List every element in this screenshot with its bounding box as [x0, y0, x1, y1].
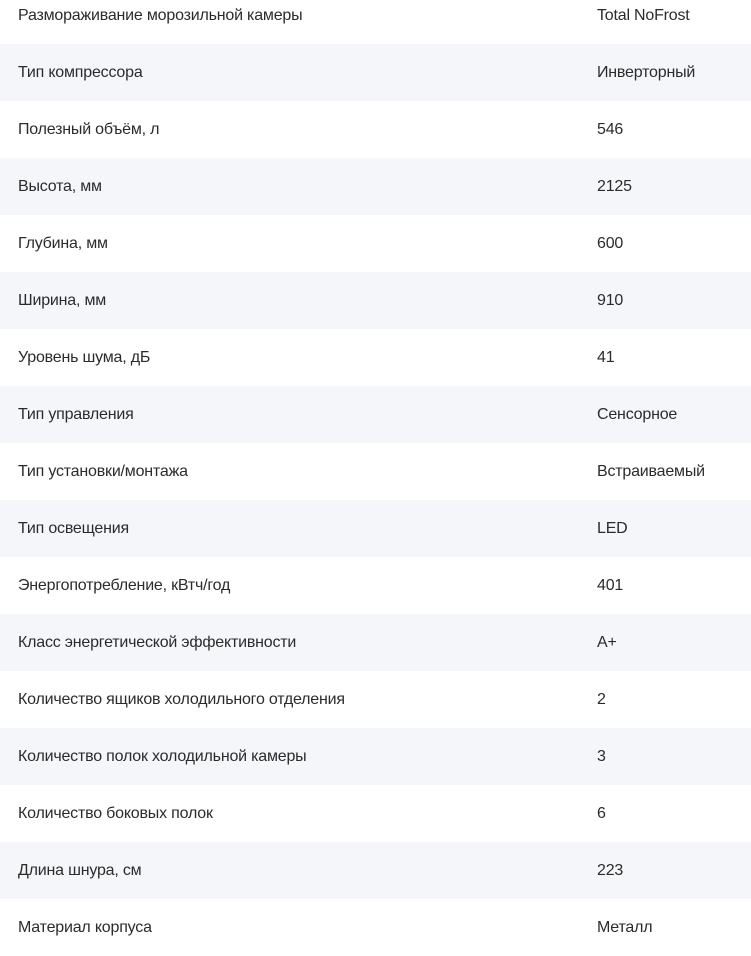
spec-row: Размораживание морозильной камеры Total N…	[0, 0, 751, 44]
spec-value: 223	[597, 861, 624, 879]
spec-value: Металл	[597, 918, 653, 936]
spec-label: Количество полок холодильной камеры	[18, 747, 307, 765]
spec-value: Сенсорное	[597, 405, 678, 423]
spec-row: Уровень шума, дБ 41	[0, 329, 751, 386]
spec-label: Тип освещения	[18, 519, 129, 537]
spec-row: Энергопотребление, кВтч/год 401	[0, 557, 751, 614]
spec-value: 910	[597, 291, 624, 309]
spec-value: 2	[597, 690, 606, 708]
spec-value: 600	[597, 234, 624, 252]
spec-label: Глубина, мм	[18, 234, 108, 252]
spec-row: Количество ящиков холодильного отделения…	[0, 671, 751, 728]
spec-value: 3	[597, 747, 606, 765]
spec-label: Класс энергетической эффективности	[18, 633, 297, 651]
spec-label: Количество ящиков холодильного отделения	[18, 690, 345, 708]
spec-row: Тип компрессора Инверторный	[0, 44, 751, 101]
spec-value: A+	[597, 633, 617, 651]
spec-value: Total NoFrost	[597, 6, 690, 24]
spec-value: 546	[597, 120, 624, 138]
spec-row: Глубина, мм 600	[0, 215, 751, 272]
spec-label: Тип управления	[18, 405, 134, 423]
spec-label: Тип компрессора	[18, 63, 143, 81]
spec-label: Ширина, мм	[18, 291, 107, 309]
spec-row: Количество боковых полок 6	[0, 785, 751, 842]
spec-row: Длина шнура, см 223	[0, 842, 751, 899]
spec-value: 401	[597, 576, 624, 594]
spec-row: Высота, мм 2125	[0, 158, 751, 215]
spec-row: Полезный объём, л 546	[0, 101, 751, 158]
spec-value: Инверторный	[597, 63, 696, 81]
spec-row: Класс энергетической эффективности A+	[0, 614, 751, 671]
spec-row: Материал корпуса Металл	[0, 899, 751, 956]
spec-row: Ширина, мм 910	[0, 272, 751, 329]
spec-value: 6	[597, 804, 606, 822]
spec-row: Тип управления Сенсорное	[0, 386, 751, 443]
spec-label: Количество боковых полок	[18, 804, 213, 822]
spec-value: Встраиваемый	[597, 462, 705, 480]
spec-label: Длина шнура, см	[18, 861, 142, 879]
spec-row: Количество полок холодильной камеры 3	[0, 728, 751, 785]
spec-value: LED	[597, 519, 628, 537]
spec-label: Энергопотребление, кВтч/год	[18, 576, 231, 594]
spec-label: Полезный объём, л	[18, 120, 160, 138]
spec-value: 41	[597, 348, 615, 366]
spec-label: Материал корпуса	[18, 918, 152, 936]
spec-row: Тип освещения LED	[0, 500, 751, 557]
spec-label: Тип установки/монтажа	[18, 462, 188, 480]
spec-label: Уровень шума, дБ	[18, 348, 151, 366]
spec-label: Размораживание морозильной камеры	[18, 6, 303, 24]
spec-label: Высота, мм	[18, 177, 102, 195]
spec-value: 2125	[597, 177, 632, 195]
spec-row: Тип установки/монтажа Встраиваемый	[0, 443, 751, 500]
